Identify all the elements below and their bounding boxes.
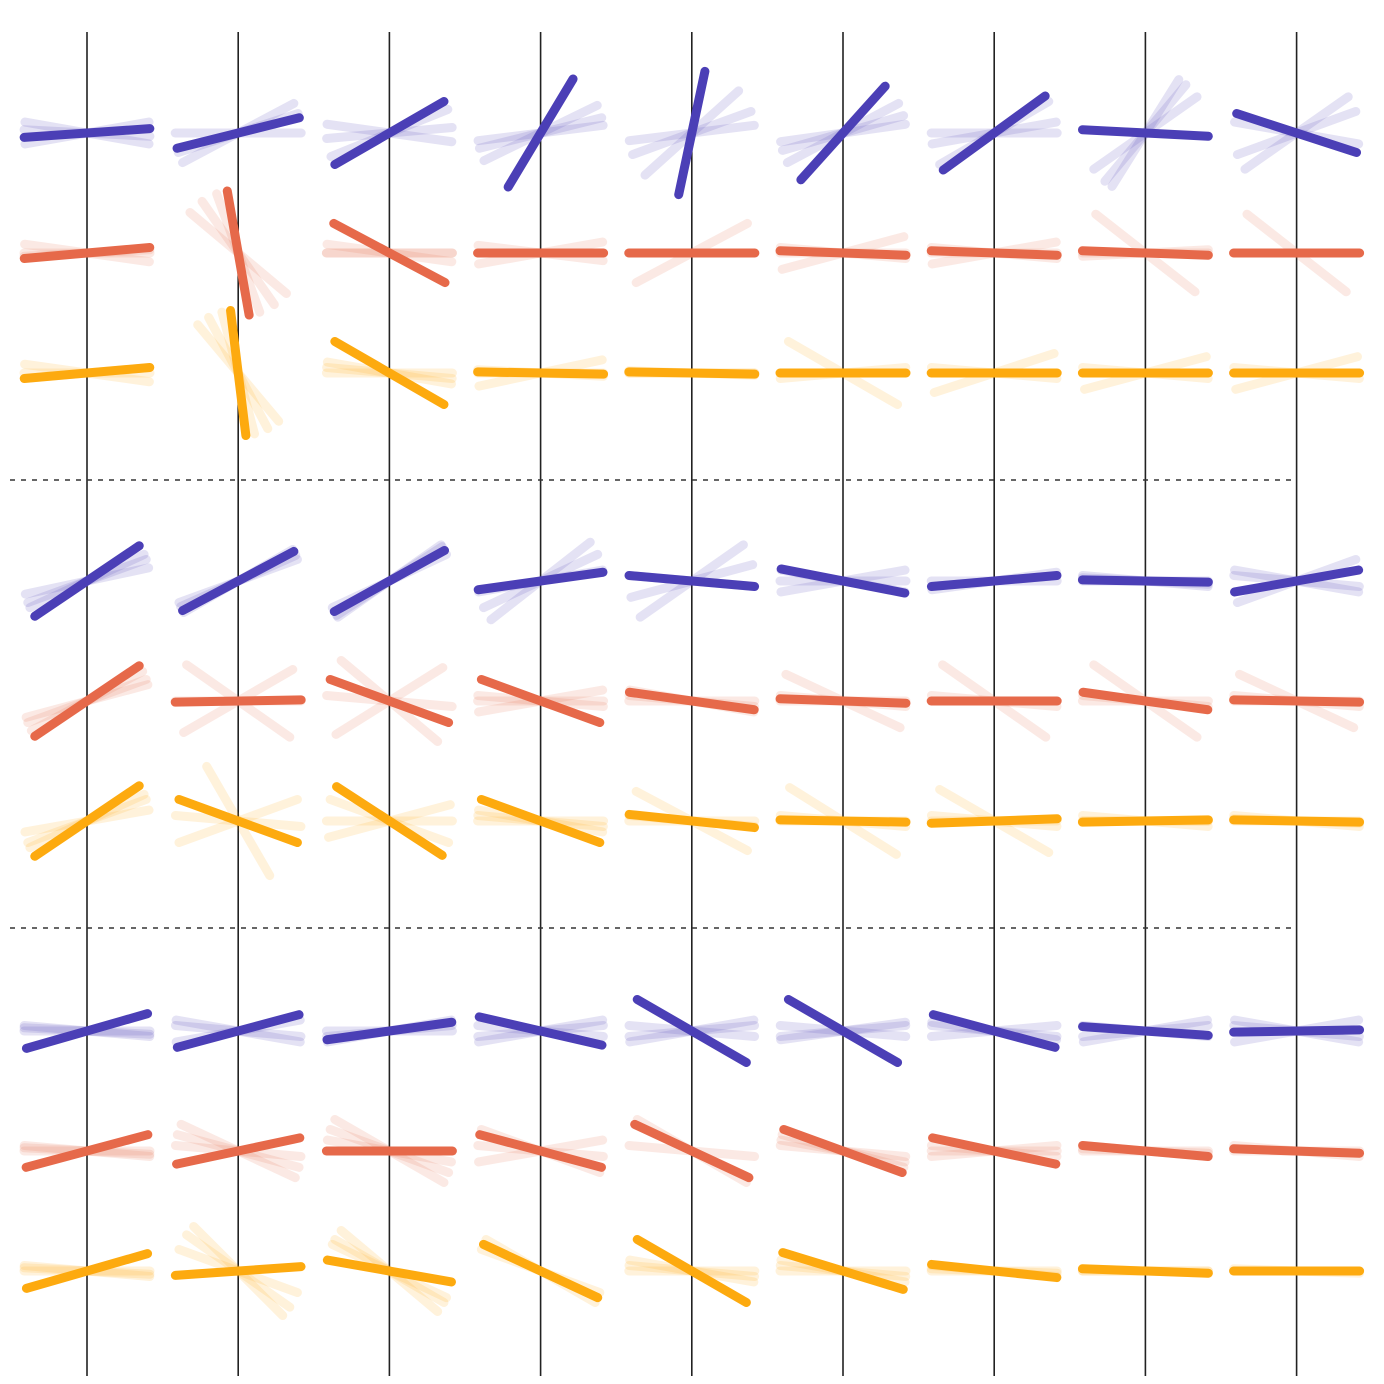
main-glyph (1082, 1269, 1208, 1273)
main-glyph (1234, 700, 1360, 702)
main-glyph (780, 820, 906, 822)
main-glyph (780, 699, 906, 703)
main-glyph (1082, 130, 1208, 137)
main-glyph (1234, 1149, 1360, 1153)
main-glyph (175, 700, 301, 702)
main-glyph (629, 576, 755, 587)
main-glyph (175, 1267, 301, 1276)
main-glyph (931, 251, 1057, 255)
main-glyph (478, 372, 604, 374)
main-glyph (1082, 251, 1208, 255)
main-glyph (1234, 820, 1360, 822)
main-glyph (780, 251, 906, 255)
main-glyph (1082, 580, 1208, 582)
main-glyph (1234, 1030, 1360, 1032)
main-glyph (629, 372, 755, 374)
main-glyph (931, 819, 1057, 823)
main-glyph (1082, 820, 1208, 822)
